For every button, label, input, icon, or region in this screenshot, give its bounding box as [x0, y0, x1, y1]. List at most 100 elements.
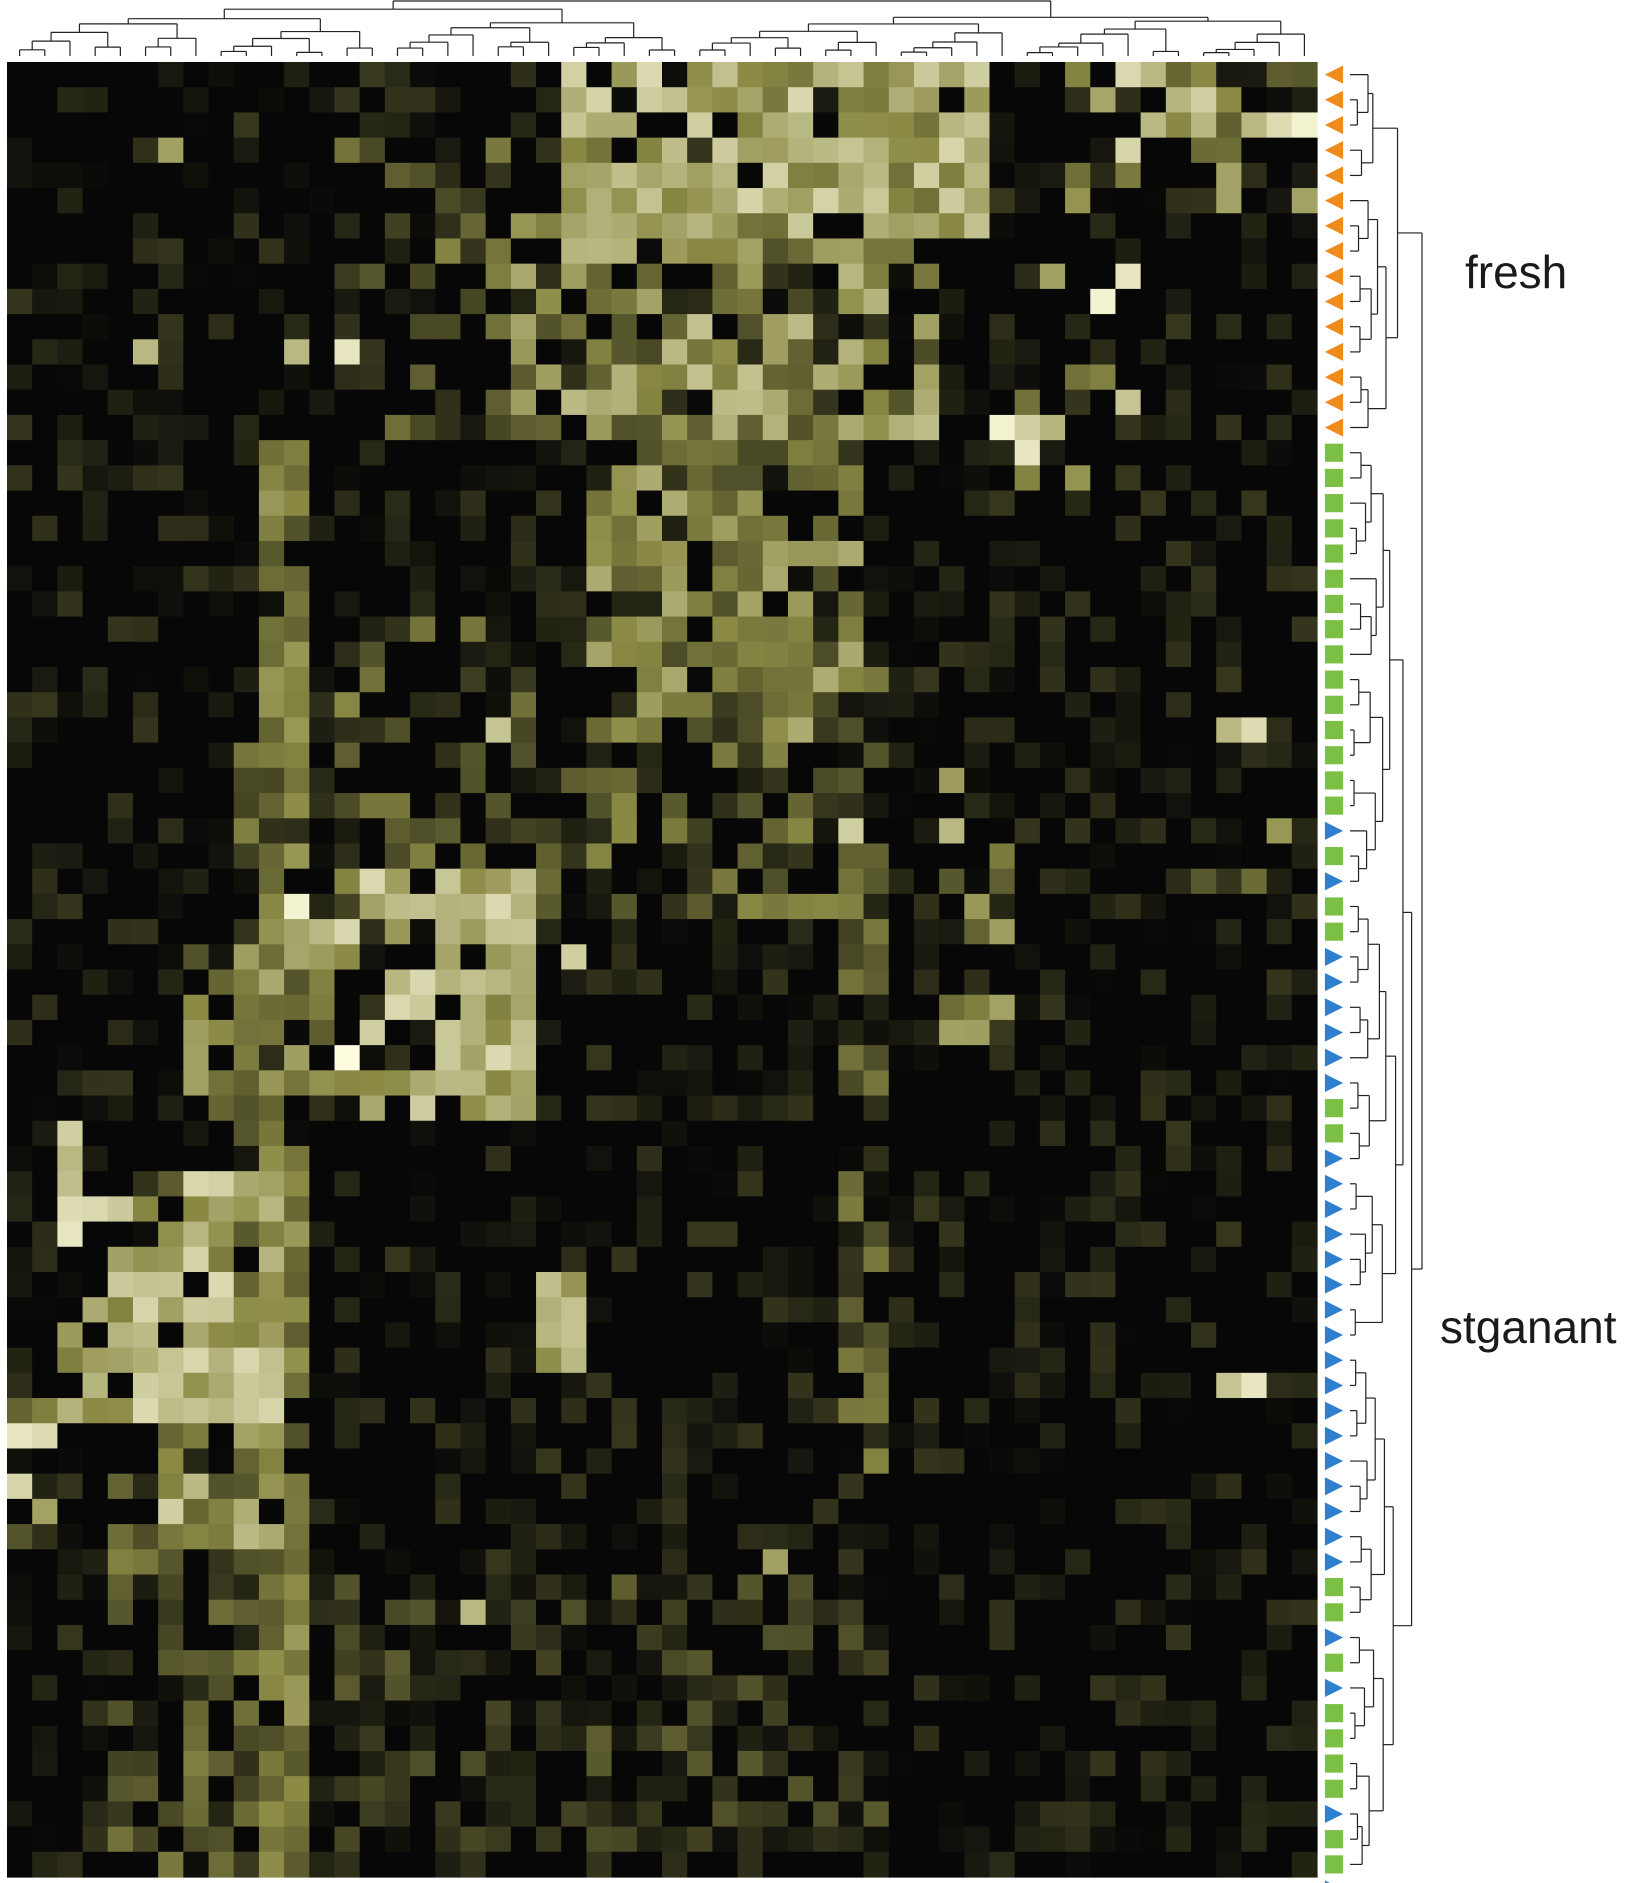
heatmap-cell — [964, 717, 991, 744]
heatmap-cell — [964, 1776, 991, 1802]
heatmap-cell — [410, 919, 436, 945]
heatmap-cell — [662, 87, 688, 114]
heatmap-cell — [57, 1675, 84, 1702]
heatmap-cell — [233, 1750, 260, 1777]
heatmap-cell — [233, 692, 260, 719]
heatmap-cell — [7, 1776, 33, 1802]
heatmap-cell — [989, 566, 1016, 592]
heatmap-cell — [737, 1297, 764, 1324]
heatmap-cell — [863, 1448, 890, 1475]
heatmap-cell — [435, 994, 462, 1021]
heatmap-cell — [132, 440, 159, 466]
heatmap-cell — [410, 137, 436, 164]
heatmap-cell — [410, 1171, 436, 1197]
heatmap-cell — [435, 440, 462, 466]
heatmap-cell — [132, 1473, 159, 1500]
heatmap-cell — [1291, 1750, 1318, 1777]
heatmap-cell — [787, 314, 814, 340]
heatmap-cell — [309, 1851, 336, 1878]
heatmap-cell — [1165, 1750, 1192, 1777]
heatmap-cell — [384, 1120, 411, 1147]
heatmap-cell — [787, 1524, 814, 1550]
heatmap-cell — [334, 1448, 361, 1475]
heatmap-cell — [561, 1171, 588, 1197]
heatmap-cell — [1014, 1398, 1041, 1424]
heatmap-cell — [158, 1498, 184, 1525]
heatmap-cell — [284, 389, 310, 416]
heatmap-cell — [183, 112, 210, 139]
heatmap-cell — [586, 1171, 613, 1197]
heatmap-cell — [989, 465, 1016, 492]
heatmap-cell — [838, 692, 865, 719]
heatmap-cell — [1140, 1750, 1167, 1777]
heatmap-cell — [838, 1750, 865, 1777]
heatmap-cell — [1165, 1574, 1192, 1601]
heatmap-cell — [132, 566, 159, 592]
heatmap-cell — [183, 793, 210, 819]
heatmap-cell — [1165, 1423, 1192, 1450]
heatmap-cell — [284, 1599, 310, 1626]
heatmap-cell — [939, 339, 965, 366]
heatmap-cell — [107, 1120, 134, 1147]
heatmap-cell — [1266, 540, 1293, 567]
heatmap-cell — [1090, 87, 1117, 114]
heatmap-cell — [1241, 1574, 1268, 1601]
heatmap-cell — [1291, 1650, 1318, 1676]
heatmap-cell — [636, 1574, 663, 1601]
heatmap-cell — [561, 1549, 588, 1576]
heatmap-cell — [309, 1372, 336, 1399]
heatmap-cell — [460, 213, 487, 240]
heatmap-cell — [107, 414, 134, 441]
heatmap-cell — [913, 591, 940, 618]
heatmap-cell — [964, 1423, 991, 1450]
heatmap-cell — [561, 1776, 588, 1802]
heatmap-cell — [334, 1599, 361, 1626]
heatmap-cell — [561, 1473, 588, 1500]
heatmap-cell — [1140, 1826, 1167, 1853]
heatmap-cell — [1291, 137, 1318, 164]
heatmap-cell — [510, 440, 537, 466]
heatmap-cell — [284, 717, 310, 744]
row-marker-tri-right — [1324, 1199, 1344, 1219]
heatmap-cell — [208, 62, 235, 88]
heatmap-cell — [359, 818, 386, 845]
heatmap-cell — [334, 1347, 361, 1374]
heatmap-cell — [32, 1675, 58, 1702]
heatmap-cell — [158, 1045, 184, 1071]
heatmap-cell — [32, 1524, 58, 1550]
heatmap-cell — [863, 1725, 890, 1752]
heatmap-cell — [913, 1070, 940, 1097]
heatmap-cell — [888, 1272, 915, 1298]
heatmap-cell — [1216, 1045, 1243, 1071]
heatmap-cell — [662, 162, 688, 189]
heatmap-cell — [1291, 742, 1318, 769]
heatmap-cell — [309, 87, 336, 114]
heatmap-cell — [1039, 641, 1066, 668]
heatmap-cell — [1241, 1347, 1268, 1374]
heatmap-cell — [1115, 1297, 1142, 1324]
heatmap-cell — [460, 440, 487, 466]
heatmap-cell — [334, 1145, 361, 1172]
heatmap-cell — [787, 843, 814, 870]
heatmap-cell — [737, 515, 764, 542]
heatmap-cell — [863, 490, 890, 517]
heatmap-cell — [435, 793, 462, 819]
heatmap-cell — [435, 1750, 462, 1777]
heatmap-cell — [1140, 843, 1167, 870]
heatmap-cell — [611, 87, 638, 114]
heatmap-cell — [410, 112, 436, 139]
heatmap-cell — [57, 1221, 84, 1248]
heatmap-cell — [183, 1171, 210, 1197]
heatmap-cell — [611, 162, 638, 189]
heatmap-cell — [888, 667, 915, 693]
heatmap-cell — [359, 1650, 386, 1676]
heatmap-cell — [737, 414, 764, 441]
heatmap-cell — [132, 1826, 159, 1853]
row-marker-tri-left — [1324, 342, 1344, 361]
heatmap-cell — [284, 1473, 310, 1500]
heatmap-cell — [284, 490, 310, 517]
heatmap-cell — [913, 1372, 940, 1399]
heatmap-cell — [1065, 1145, 1091, 1172]
row-marker-tri-left — [1324, 292, 1344, 311]
heatmap-cell — [384, 339, 411, 366]
